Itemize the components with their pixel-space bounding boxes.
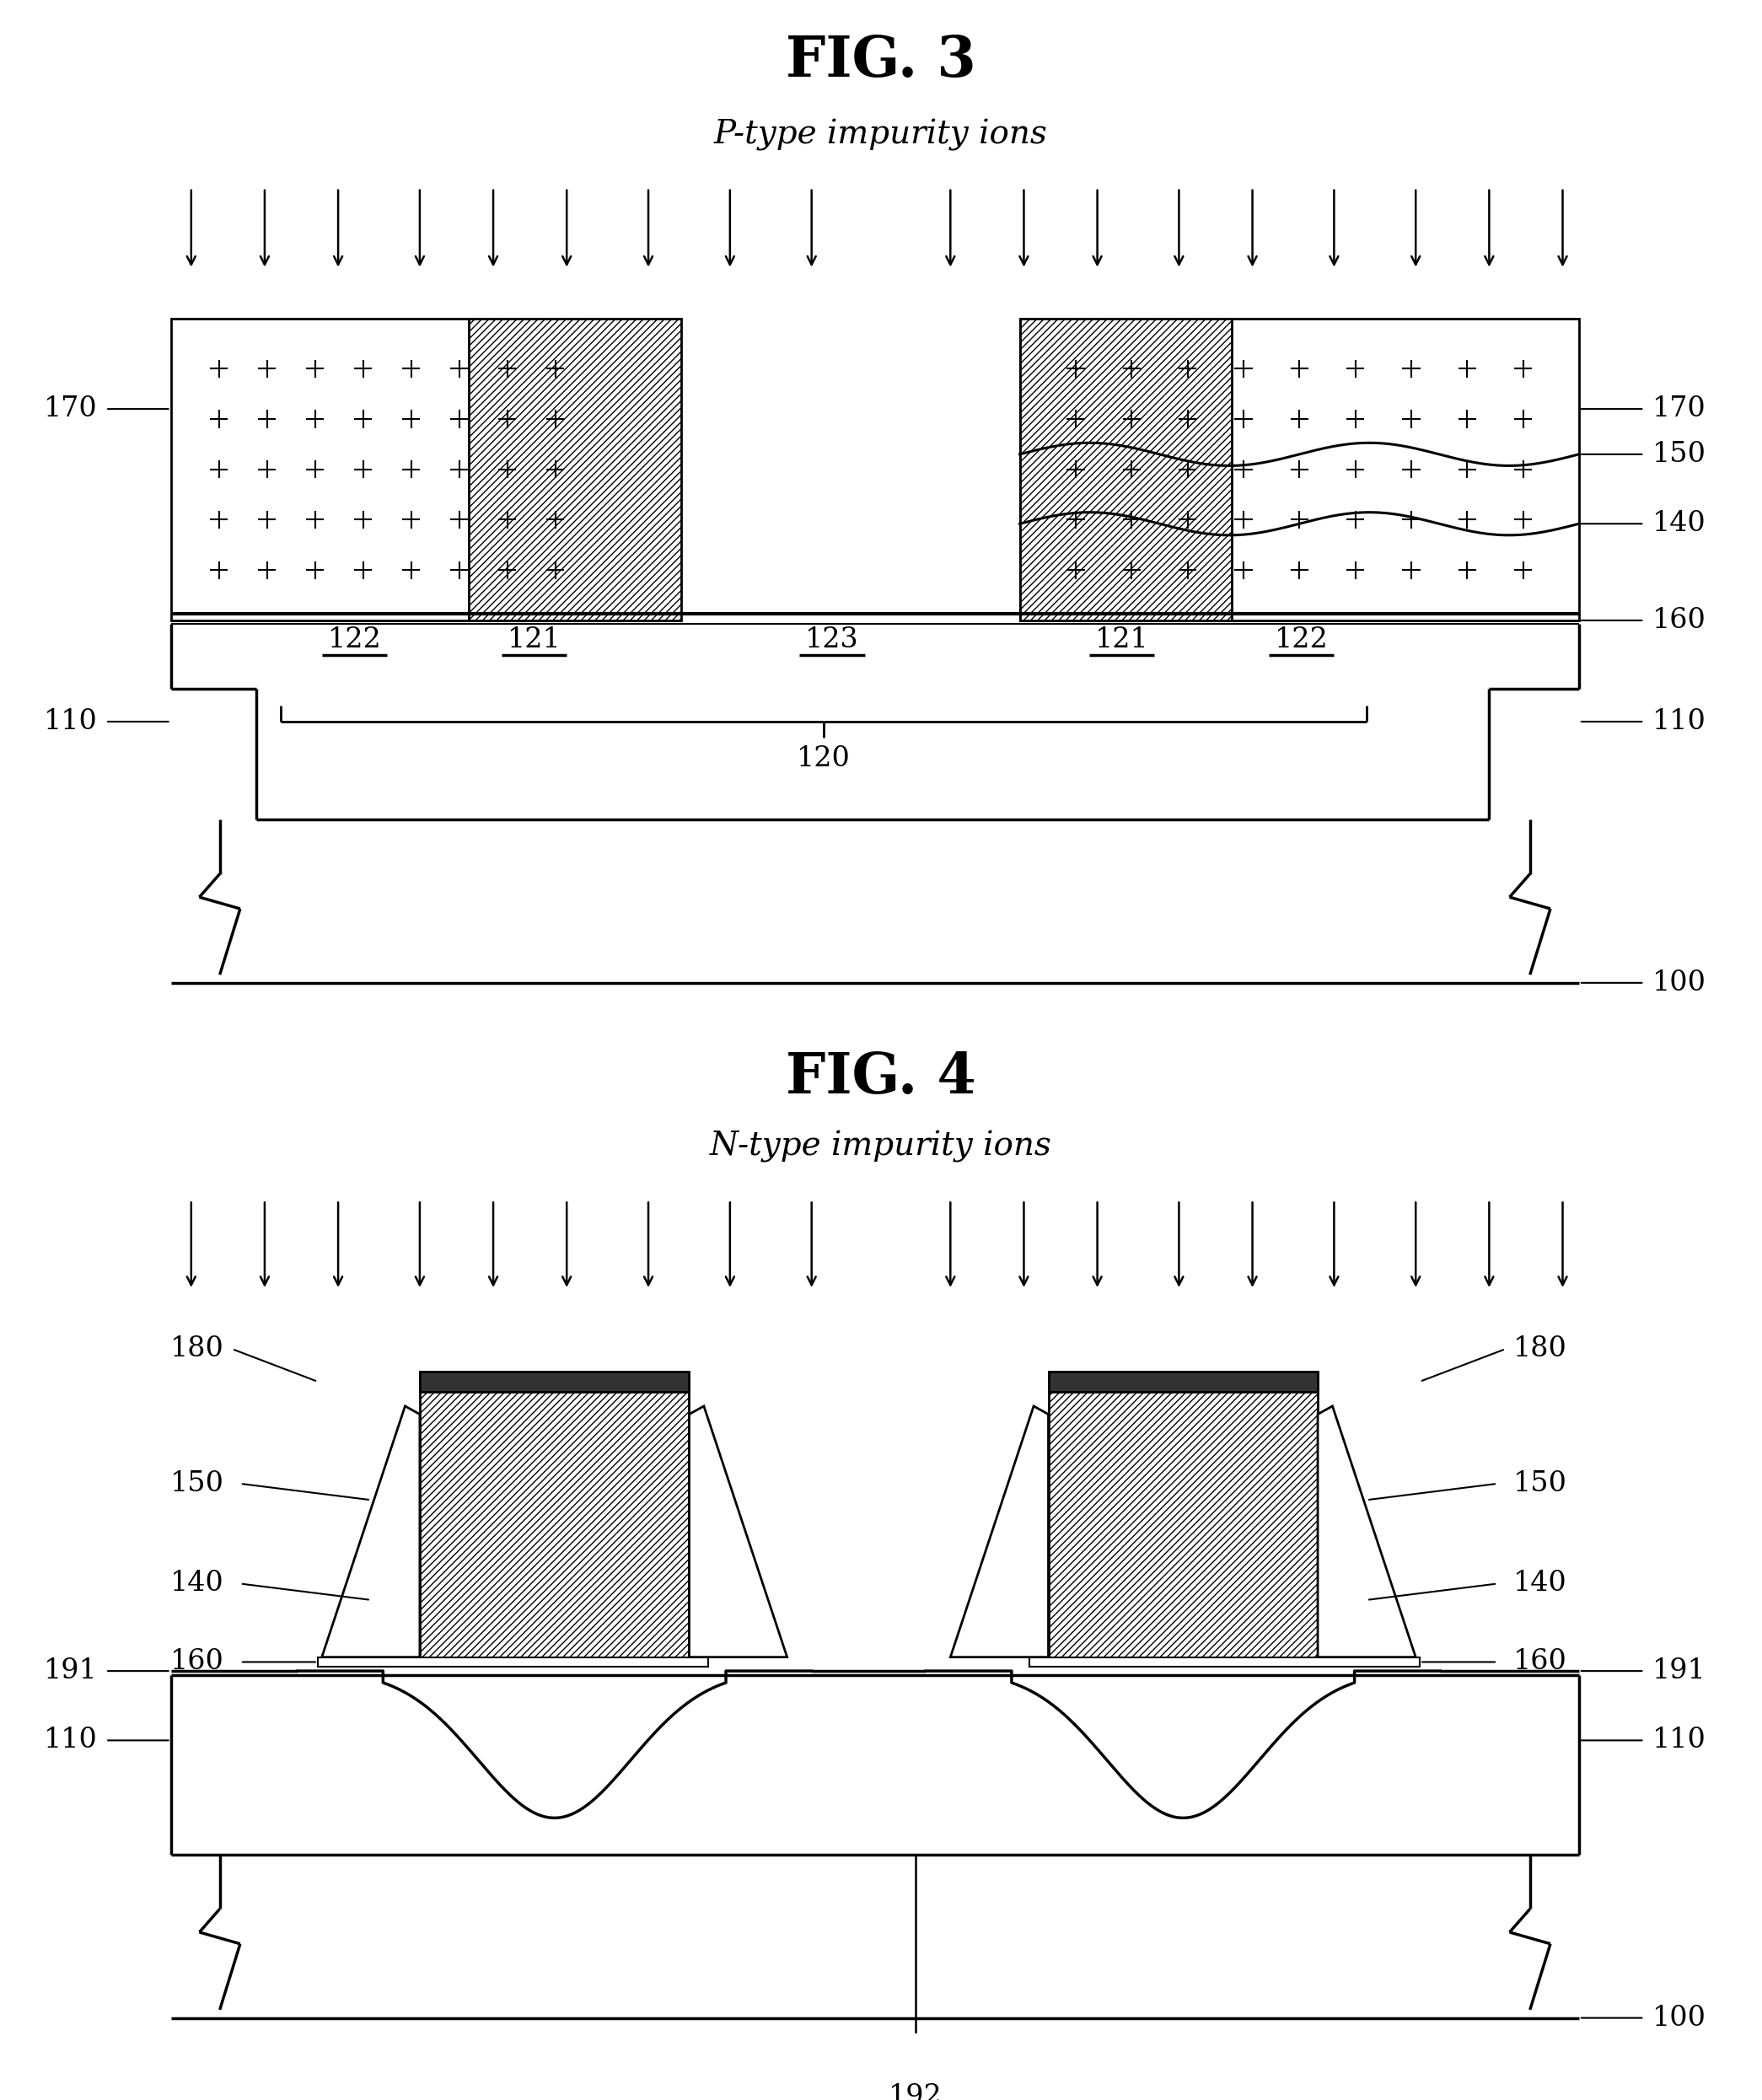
Bar (1048, 1371, 1318, 1657)
Text: 140: 140 (171, 1571, 224, 1598)
Text: 110: 110 (44, 1726, 97, 1753)
Text: 191: 191 (1653, 1657, 1706, 1684)
Text: 192: 192 (888, 2083, 943, 2100)
Bar (171, 319, 603, 620)
Text: 150: 150 (1514, 1470, 1568, 1497)
Text: 121: 121 (1094, 626, 1149, 653)
Bar (419, 1371, 689, 1392)
Text: 160: 160 (1653, 607, 1706, 634)
Text: FIG. 4: FIG. 4 (786, 1050, 976, 1105)
Text: 180: 180 (1514, 1336, 1568, 1363)
Text: 140: 140 (1514, 1571, 1568, 1598)
Text: 170: 170 (1653, 395, 1706, 422)
Text: 110: 110 (1653, 708, 1706, 735)
Polygon shape (689, 1407, 788, 1657)
Text: 150: 150 (169, 1470, 224, 1497)
Bar (469, 319, 680, 620)
Text: 121: 121 (507, 626, 560, 653)
Bar (1048, 1371, 1318, 1392)
Text: 170: 170 (44, 395, 97, 422)
Bar (419, 1371, 689, 1657)
Text: N-type impurity ions: N-type impurity ions (710, 1132, 1052, 1163)
Polygon shape (322, 1407, 419, 1657)
Text: 180: 180 (169, 1336, 224, 1363)
Text: 160: 160 (169, 1649, 224, 1676)
Text: P-type impurity ions: P-type impurity ions (714, 120, 1048, 151)
Text: 122: 122 (1274, 626, 1329, 653)
Polygon shape (950, 1407, 1048, 1657)
Text: 120: 120 (796, 746, 851, 773)
Text: 123: 123 (805, 626, 858, 653)
Text: 122: 122 (328, 626, 381, 653)
Text: 160: 160 (1514, 1649, 1568, 1676)
Text: FIG. 3: FIG. 3 (786, 34, 976, 88)
Bar (1020, 319, 1232, 620)
Bar (317, 1657, 708, 1667)
Text: 100: 100 (1653, 970, 1706, 995)
Text: 140: 140 (1653, 510, 1706, 538)
Text: 150: 150 (1653, 441, 1706, 468)
Text: 100: 100 (1653, 2003, 1706, 2031)
Bar (1029, 1657, 1420, 1667)
Text: 110: 110 (1653, 1726, 1706, 1753)
Text: 110: 110 (44, 708, 97, 735)
Bar (1020, 319, 1579, 620)
Text: 191: 191 (44, 1657, 97, 1684)
Polygon shape (1318, 1407, 1415, 1657)
